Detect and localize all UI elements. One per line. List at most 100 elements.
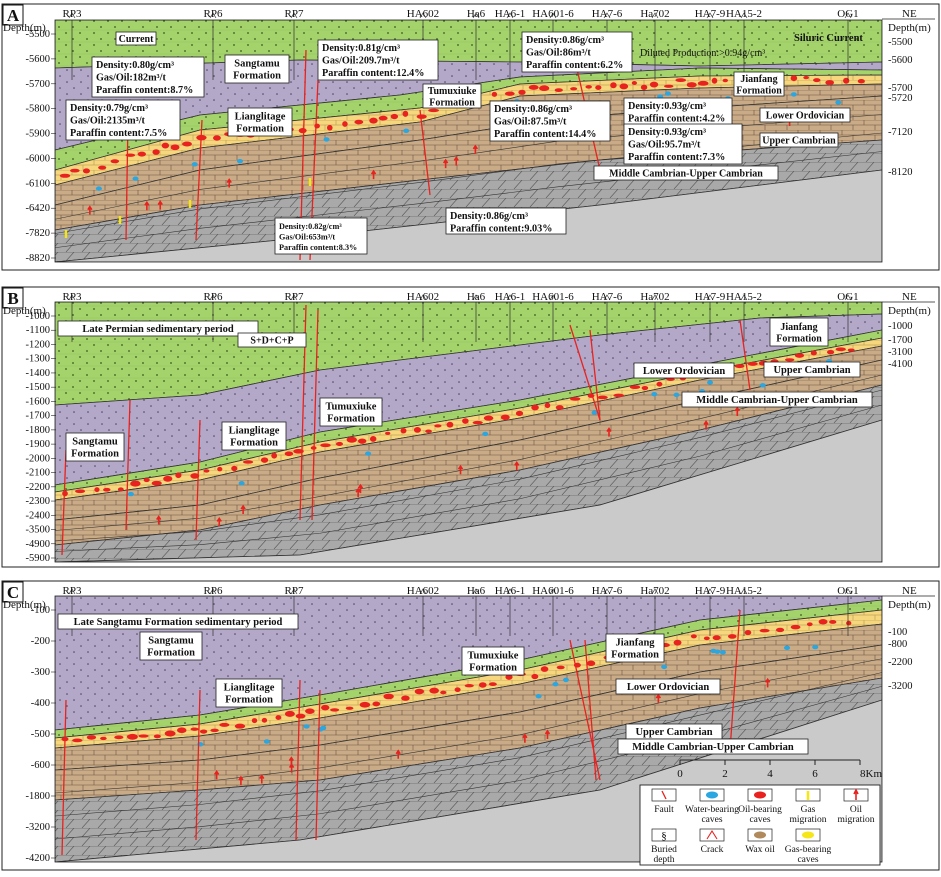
tumuxiuke-formation-label-text: Tumuxiuke <box>468 651 519 662</box>
oil-bearing-cave <box>100 736 107 741</box>
label-box <box>593 165 779 181</box>
well-name: Ha702 <box>640 8 669 20</box>
period-label: Late Permian sedimentary period <box>57 320 259 337</box>
oil-bearing-cave <box>428 108 440 113</box>
callout-line: Paraffin content:9.03% <box>450 224 552 235</box>
callout-line: Density:0.86g/cm³ <box>526 35 604 46</box>
depth-tick-left: -2200 <box>26 482 51 493</box>
well-marker-icon <box>740 12 748 19</box>
oil-bearing-cave <box>790 624 801 630</box>
depth-tick-left: -500 <box>31 729 50 740</box>
oil-bearing-cave <box>75 489 86 494</box>
middle-upper-cambrian-label-text: Middle Cambrian-Upper Cambrian <box>609 169 763 180</box>
oil-migration-arrow <box>157 200 163 210</box>
oil-bearing-cave <box>213 135 221 141</box>
well-name: OG1 <box>837 291 858 303</box>
oil-bearing-cave <box>697 80 709 86</box>
label-box <box>681 391 873 408</box>
jianfang-formation-label-text: Formation <box>776 333 822 344</box>
callout-box <box>521 31 633 73</box>
oil-bearing-cave <box>182 141 192 147</box>
middle-upper-cambrian-label: Middle Cambrian-Upper Cambrian <box>617 738 809 755</box>
callout-line: Paraffin content:7.5% <box>70 128 167 139</box>
period-label-text: Late Permian sedimentary period <box>82 324 234 335</box>
tumuxiuke-formation-label-text: Formation <box>429 97 475 108</box>
depth-tick-left: -7820 <box>26 228 51 239</box>
callout-box <box>65 99 181 141</box>
depth-tick-right: -5700 <box>888 83 913 94</box>
lianglitage-formation-label-text: Lianglitage <box>229 426 280 437</box>
well-marker-icon <box>419 294 427 301</box>
oil-bearing-cave <box>518 89 526 95</box>
oil-bearing-cave <box>784 358 795 362</box>
oil-bearing-cave <box>500 414 510 421</box>
legend-label: Wax oil <box>745 845 775 855</box>
oil-bearing-cave <box>358 438 367 444</box>
oil-bearing-cave <box>314 123 320 129</box>
oil-bearing-cave <box>640 84 648 91</box>
well-marker-icon <box>68 588 76 595</box>
fault-line <box>569 639 601 781</box>
callout-line: Paraffin content:8.7% <box>96 85 193 96</box>
depth-tick-left: -5500 <box>26 29 51 40</box>
panel-letter: B <box>7 289 18 308</box>
well-marker-icon <box>209 294 217 301</box>
water-bearing-cave <box>661 664 668 670</box>
upper-cambrian-label: Upper Cambrian <box>759 132 839 148</box>
oil-bearing-cave <box>825 80 834 86</box>
oil-bearing-cave <box>483 415 494 421</box>
oil-bearing-cave <box>790 75 798 82</box>
oil-bearing-cave <box>234 723 246 729</box>
label-box <box>224 54 290 84</box>
well-marker-icon <box>844 12 852 19</box>
well-marker-icon <box>603 12 611 19</box>
oil-bearing-cave <box>217 466 223 472</box>
oil-bearing-cave <box>744 629 752 636</box>
legend-item: Crack <box>699 828 725 855</box>
oil-bearing-cave <box>336 441 343 447</box>
depth-tick-left: -1800 <box>26 425 51 436</box>
oil-bearing-cave <box>554 88 563 93</box>
well-name: RP6 <box>204 585 223 597</box>
water-bearing-cave <box>482 431 489 437</box>
oil-bearing-cave <box>372 701 381 707</box>
well-name: Ha702 <box>640 585 669 597</box>
callout-box <box>623 97 733 127</box>
label-box <box>227 107 293 137</box>
oil-bearing-cave <box>260 457 269 463</box>
well-marker-icon <box>844 294 852 301</box>
oil-bearing-cave <box>649 81 659 88</box>
depth-tick-left: -6000 <box>26 153 51 164</box>
oil-bearing-cave <box>826 349 835 355</box>
oil-bearing-cave <box>462 418 469 424</box>
label-box <box>115 31 157 46</box>
depth-tick-left: -1500 <box>26 382 51 393</box>
oil-migration-arrow <box>240 504 246 515</box>
sangtamu-formation-label-text: Sangtamu <box>72 437 118 448</box>
oil-bearing-cave <box>666 377 675 382</box>
well-name: OG1 <box>837 585 858 597</box>
oil-bearing-cave <box>199 729 208 734</box>
oil-bearing-cave <box>137 151 146 157</box>
fault-line <box>311 309 319 521</box>
oil-migration-arrow <box>395 749 401 759</box>
bedding-line <box>55 672 882 817</box>
legend-label: caves <box>797 855 818 865</box>
legend-label: Gas <box>801 805 816 815</box>
oil-bearing-cave <box>271 452 278 459</box>
depth-tick-right: -1700 <box>888 335 913 346</box>
label-box <box>763 361 861 378</box>
callout-box <box>489 100 611 142</box>
water-bearing-cave <box>714 649 721 654</box>
oil-bearing-cave <box>556 665 565 670</box>
scale-bar: 0 2 4 6 8Km <box>677 759 882 780</box>
jianfang-formation-label-text: Jianfang <box>615 638 655 649</box>
oil-bearing-cave <box>70 168 80 173</box>
well-marker-icon <box>68 12 76 19</box>
panel-b: RP3 RP6 RP7 HA602 Ha6 HA6-1 HA601-6 HA7-6 Ha702 H… <box>1 286 940 568</box>
oil-bearing-cave <box>152 149 160 155</box>
oil-bearing-cave <box>478 682 487 688</box>
